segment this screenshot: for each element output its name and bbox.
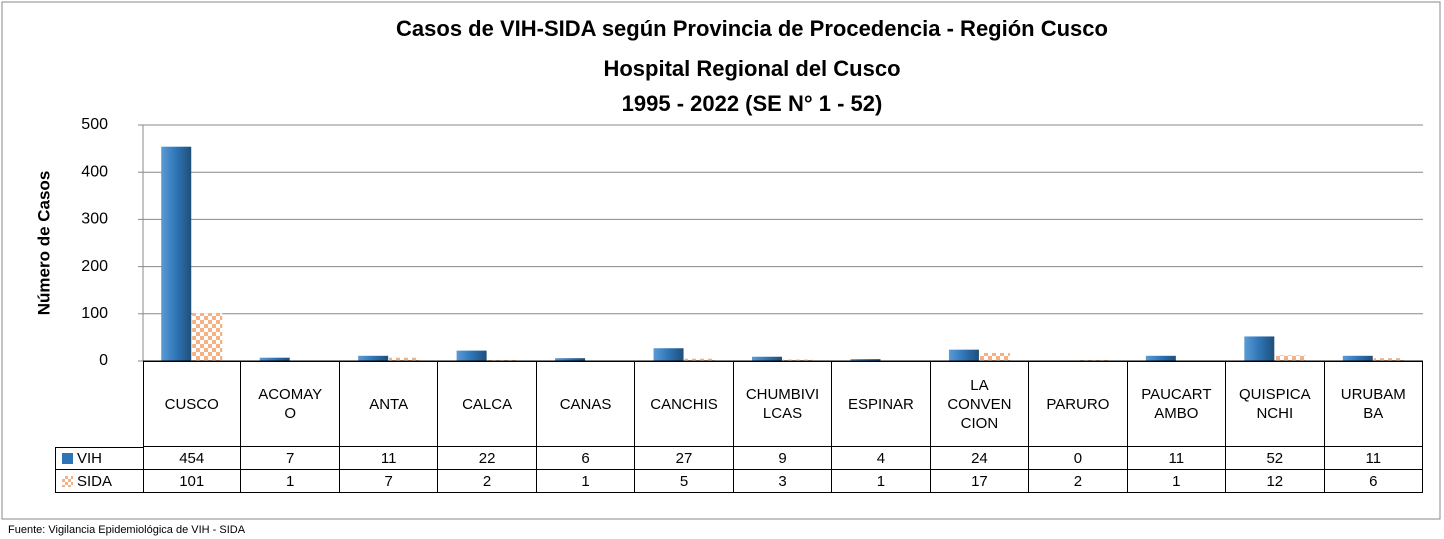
bar <box>850 359 881 361</box>
legend-label: SIDA <box>77 472 113 490</box>
table-value: 9 <box>733 447 833 470</box>
table-category: ESPINAR <box>832 361 931 447</box>
chart-title: Casos de VIH-SIDA según Provincia de Pro… <box>396 16 1108 41</box>
table-value: 2 <box>438 470 537 493</box>
bar <box>1275 355 1306 361</box>
table-value: 7 <box>339 470 439 493</box>
y-tick-label: 0 <box>99 352 108 369</box>
table-value: 454 <box>143 447 242 470</box>
table-category: CUSCO <box>143 361 242 447</box>
table-value: 24 <box>930 447 1030 470</box>
table-value: 1 <box>536 470 636 493</box>
bar <box>389 357 420 361</box>
table-category: LA CONVENCION <box>930 361 1030 447</box>
table-value: 0 <box>1029 447 1128 470</box>
bar <box>555 358 586 361</box>
bar <box>161 146 192 361</box>
source-note: Fuente: Vigilancia Epidemiológica de VIH… <box>8 524 246 536</box>
y-axis-label: Número de Casos <box>34 171 53 316</box>
bar <box>1244 336 1275 361</box>
table-value: 3 <box>733 470 833 493</box>
table-category: CANCHIS <box>635 361 734 447</box>
table-value: 11 <box>1127 447 1227 470</box>
bar <box>783 359 813 361</box>
bar <box>358 355 389 361</box>
chart-border <box>1 1 1441 520</box>
legend-entry: VIH <box>55 447 144 470</box>
table-value: 12 <box>1226 470 1325 493</box>
bar <box>653 348 684 361</box>
table-category: CALCA <box>438 361 537 447</box>
table-value: 2 <box>1029 470 1128 493</box>
y-tick-label: 300 <box>81 211 108 228</box>
table-value: 17 <box>930 470 1030 493</box>
table-category: CHUMBIVILCAS <box>733 361 833 447</box>
bar <box>456 350 487 361</box>
y-tick-label: 400 <box>81 163 108 180</box>
table-value: 27 <box>635 447 734 470</box>
table-category: URUBAMBA <box>1324 361 1423 447</box>
legend-entry: SIDA <box>55 470 144 493</box>
table-corner <box>143 361 144 447</box>
table-category: PAUCARTAMBO <box>1127 361 1227 447</box>
bar <box>1145 355 1176 361</box>
legend-key <box>62 453 73 464</box>
bar <box>948 349 979 361</box>
table-value: 7 <box>241 447 340 470</box>
table-value: 6 <box>1324 470 1423 493</box>
table-category: PARURO <box>1029 361 1128 447</box>
bar <box>684 358 715 361</box>
table-value: 1 <box>241 470 340 493</box>
legend-key <box>62 475 73 487</box>
table-value: 11 <box>1324 447 1423 470</box>
table-value: 1 <box>832 470 931 493</box>
table-value: 5 <box>635 470 734 493</box>
legend-label: VIH <box>77 450 103 467</box>
table-value: 52 <box>1226 447 1325 470</box>
bar <box>1342 355 1373 361</box>
table-category: QUISPICANCHI <box>1226 361 1325 447</box>
table-value: 6 <box>536 447 636 470</box>
y-tick-label: 500 <box>81 116 108 133</box>
table-category: CANAS <box>536 361 636 447</box>
table-value: 22 <box>438 447 537 470</box>
chart-subtitle: 1995 - 2022 (SE N° 1 - 52) <box>622 91 883 116</box>
bar <box>1373 358 1404 361</box>
bar <box>752 356 782 361</box>
table-category: ANTA <box>339 361 439 447</box>
table-value: 4 <box>832 447 931 470</box>
y-tick-label: 100 <box>81 305 108 322</box>
table-value: 11 <box>339 447 439 470</box>
table-category: ACOMAYO <box>241 361 340 447</box>
bar <box>192 313 223 361</box>
chart-subtitle: Hospital Regional del Cusco <box>603 56 900 81</box>
table-value: 1 <box>1127 470 1227 493</box>
bar <box>259 357 290 361</box>
table-value: 101 <box>143 470 242 493</box>
bar <box>979 352 1010 361</box>
y-tick-label: 200 <box>81 258 108 275</box>
